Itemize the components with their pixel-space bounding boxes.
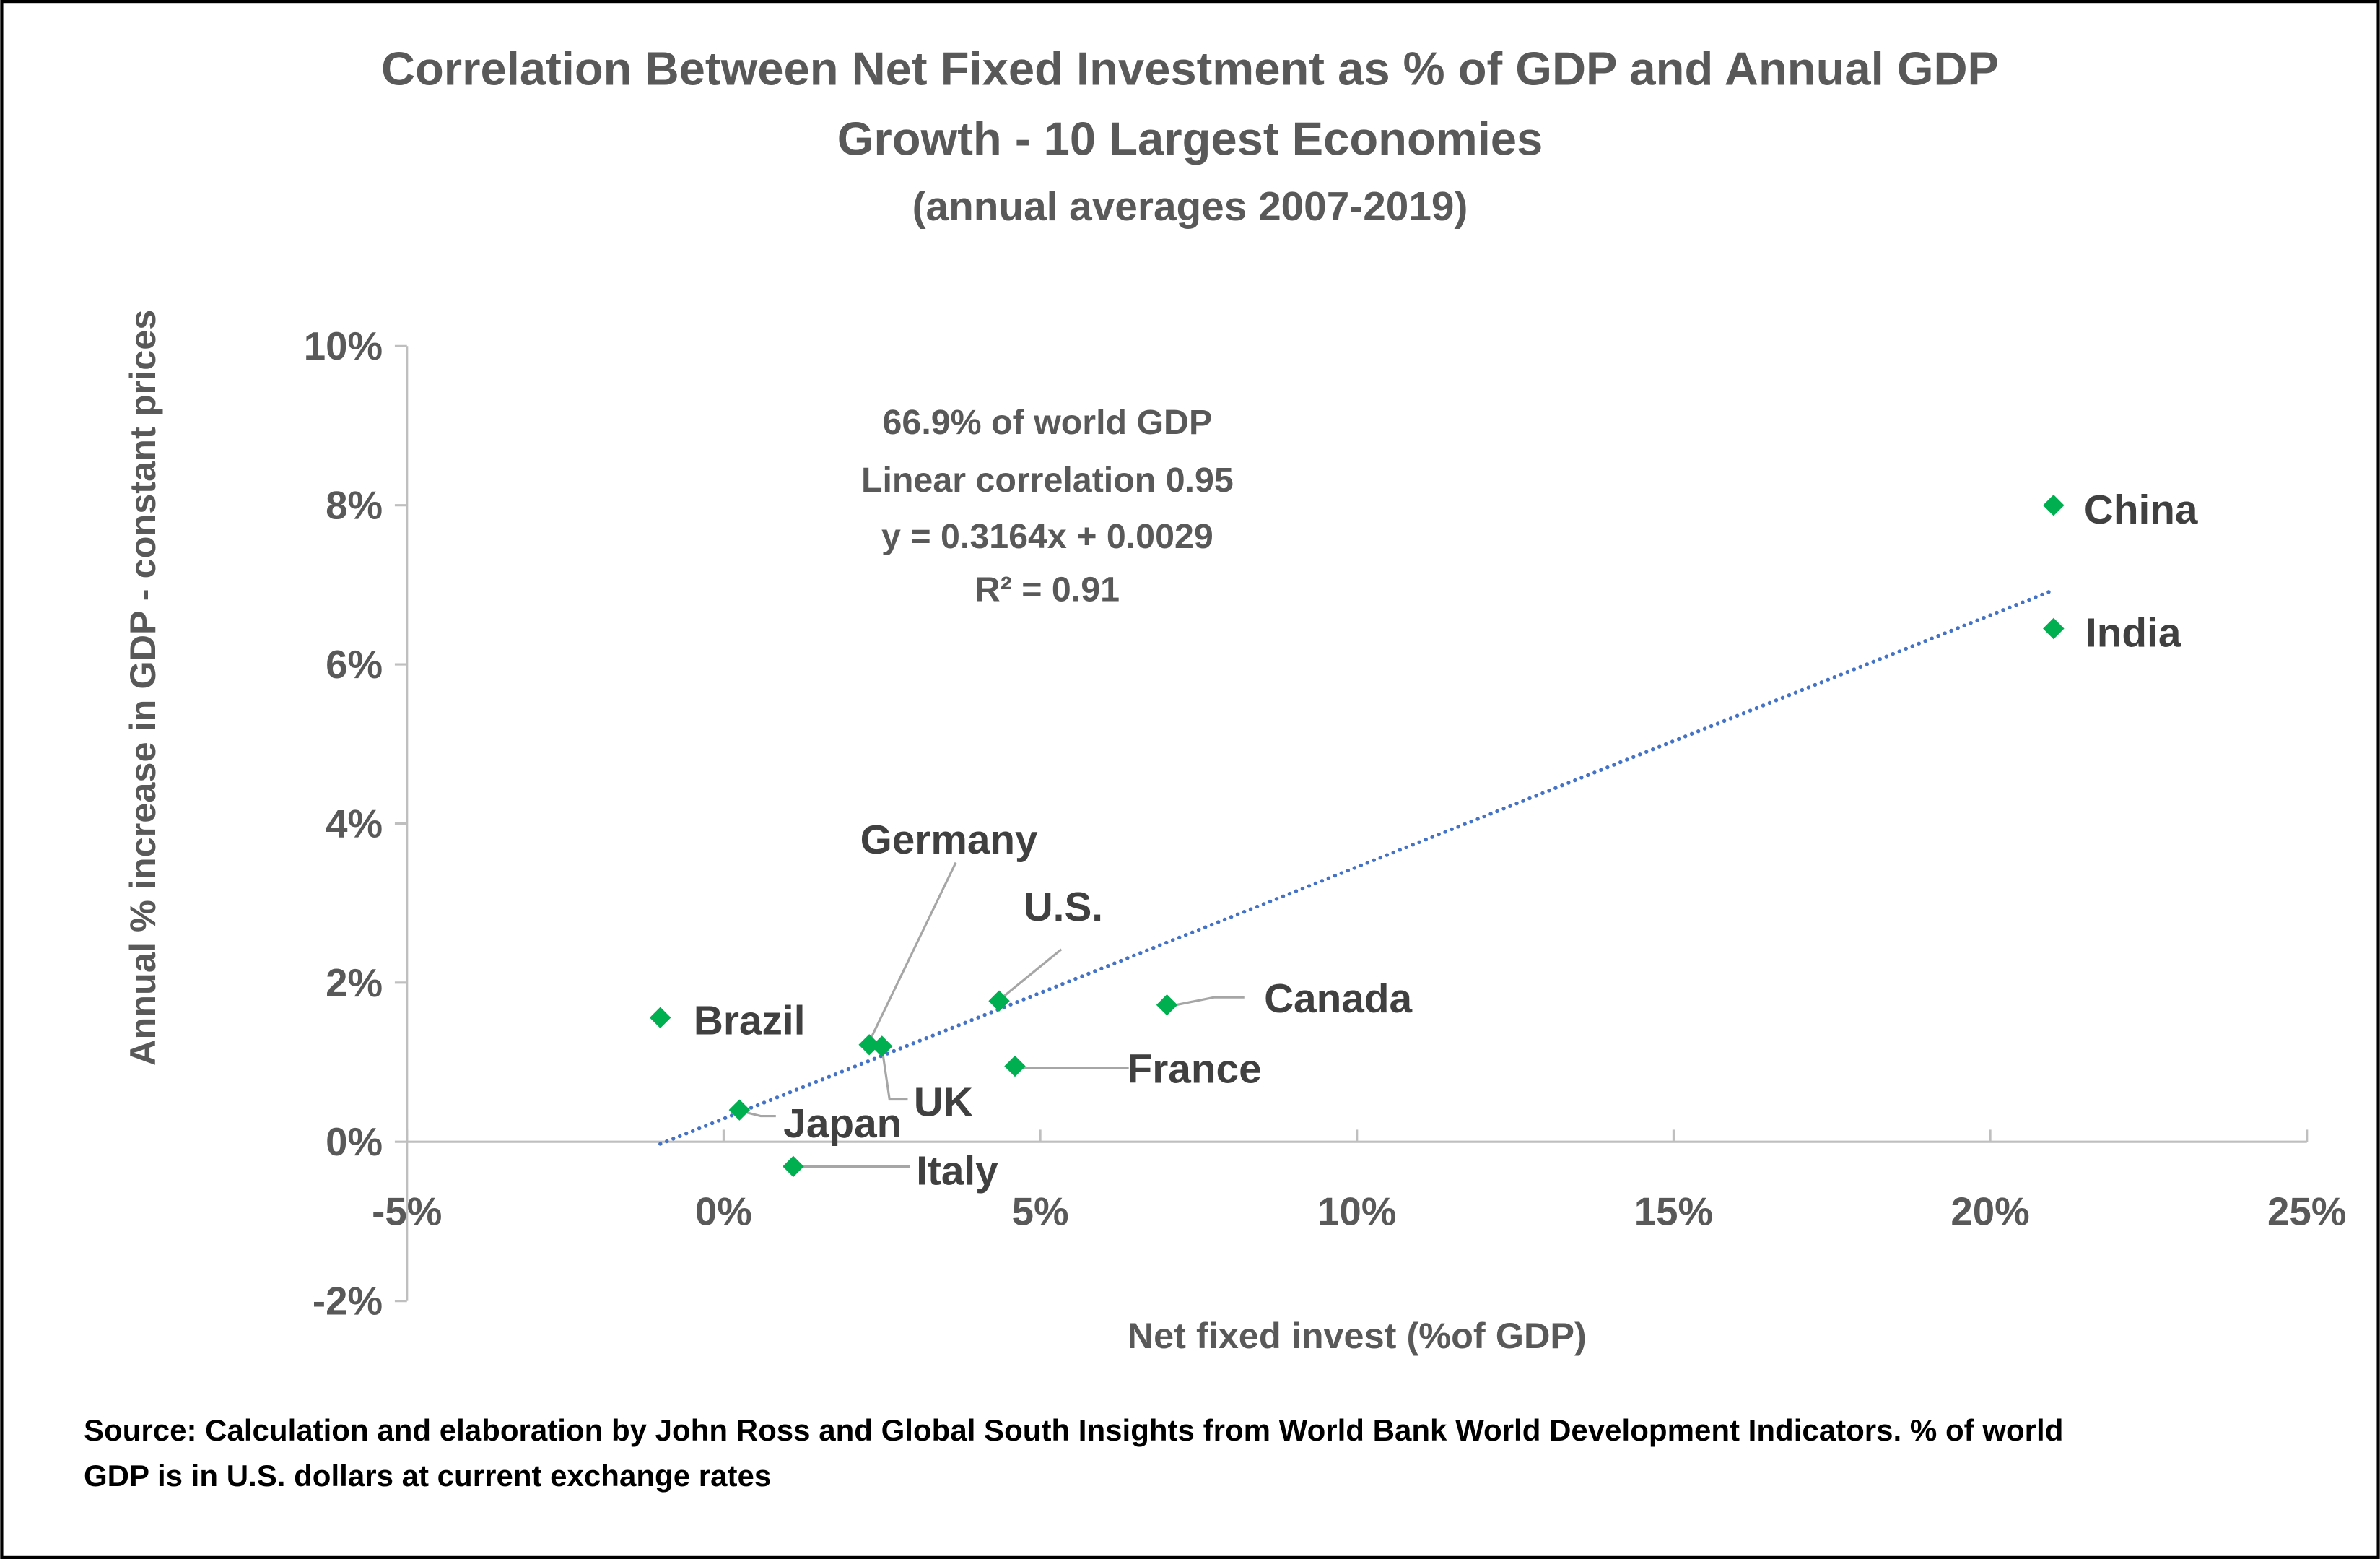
marker-germany — [858, 1034, 880, 1056]
annotation-world-gdp: 66.9% of world GDP — [883, 403, 1213, 442]
y-tick-label: 6% — [326, 643, 383, 687]
y-tick-label: 4% — [326, 802, 383, 846]
point-label-germany: Germany — [860, 817, 1038, 863]
x-tick-label: 25% — [2267, 1190, 2346, 1234]
marker-japan — [728, 1099, 751, 1121]
y-tick-label: 10% — [304, 324, 383, 368]
y-tick-label: 0% — [326, 1120, 383, 1164]
x-tick-label: 10% — [1317, 1190, 1396, 1234]
point-label-us: U.S. — [1024, 885, 1103, 930]
x-tick-label: 0% — [695, 1190, 752, 1234]
point-label-brazil: Brazil — [694, 998, 806, 1043]
point-label-china: China — [2084, 487, 2198, 533]
y-tick-label: -2% — [313, 1280, 383, 1324]
chart-title-line2: Growth - 10 Largest Economies — [837, 112, 1543, 165]
leader-line-germany — [868, 861, 957, 1043]
x-axis-label: Net fixed invest (%of GDP) — [1128, 1315, 1587, 1356]
y-tick-label: 2% — [326, 961, 383, 1005]
marker-india — [2043, 617, 2065, 640]
point-label-italy: Italy — [916, 1149, 998, 1194]
annotation-equation: y = 0.3164x + 0.0029 — [881, 517, 1213, 556]
chart-title-line1: Correlation Between Net Fixed Investment… — [381, 43, 1999, 95]
point-label-japan: Japan — [783, 1101, 902, 1147]
annotation-r-squared: R² = 0.91 — [975, 570, 1120, 609]
trendline — [658, 588, 2056, 1146]
y-axis-label: Annual % increase in GDP - constant pric… — [122, 310, 163, 1066]
y-tick-label: 8% — [326, 484, 383, 528]
annotation-correlation: Linear correlation 0.95 — [861, 461, 1234, 500]
leader-line-us — [1003, 948, 1063, 998]
point-label-canada: Canada — [1264, 976, 1412, 1022]
marker-brazil — [649, 1007, 671, 1029]
source-line2: GDP is in U.S. dollars at current exchan… — [84, 1459, 771, 1493]
chart-subtitle: (annual averages 2007-2019) — [912, 184, 1468, 230]
point-label-uk: UK — [914, 1080, 973, 1126]
marker-china — [2043, 494, 2065, 516]
leader-line-canada — [1168, 996, 1245, 1008]
x-tick-label: 20% — [1950, 1190, 2029, 1234]
x-tick-label: 15% — [1634, 1190, 1713, 1234]
source-line1: Source: Calculation and elaboration by J… — [84, 1413, 2063, 1447]
leader-line-uk — [881, 1047, 908, 1101]
leader-line-japan — [742, 1110, 776, 1118]
x-tick-label: 5% — [1012, 1190, 1069, 1234]
point-label-france: France — [1128, 1047, 1262, 1093]
x-tick-label: -5% — [372, 1190, 442, 1234]
point-label-india: India — [2085, 611, 2181, 656]
